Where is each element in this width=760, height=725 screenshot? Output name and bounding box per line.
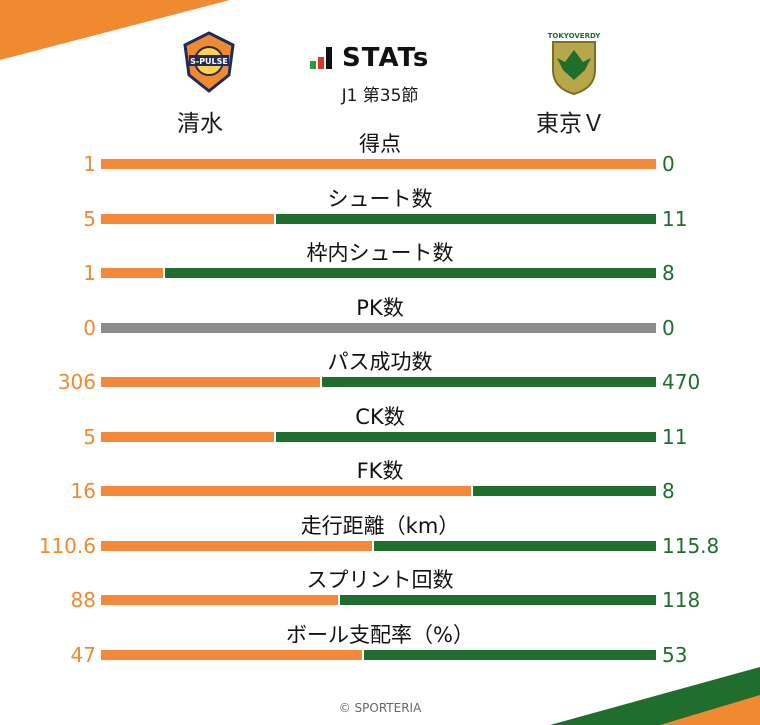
home-bar-segment	[101, 649, 362, 660]
stat-row: シュート数 5 11	[0, 179, 760, 233]
home-team-name: 清水	[177, 111, 223, 137]
home-bar-segment	[101, 431, 275, 442]
stat-label: CK数	[355, 404, 405, 429]
empty-bar-segment	[101, 322, 656, 333]
away-bar-segment	[473, 486, 656, 496]
match-round: J1 第35節	[341, 86, 419, 106]
comparison-bar	[101, 486, 656, 496]
home-bar-segment	[101, 268, 163, 278]
shimizu-crest-icon: S-PULSE	[183, 31, 235, 93]
brand-logo: STATs	[310, 43, 429, 73]
brand-name: STATs	[342, 43, 430, 73]
home-bar-segment	[101, 486, 472, 496]
stat-label: PK数	[356, 295, 404, 320]
stat-row: パス成功数 306 470	[0, 342, 760, 396]
home-value: 0	[83, 315, 96, 340]
stat-label: シュート数	[327, 186, 433, 211]
stat-label: FK数	[356, 459, 404, 483]
stat-row: CK数 5 11	[0, 397, 760, 451]
home-bar-segment	[101, 213, 275, 224]
stat-row: PK数 0 0	[0, 288, 760, 342]
away-value: 8	[662, 479, 675, 503]
away-bar-segment	[276, 213, 656, 224]
copyright: © SPORTERIA	[338, 701, 422, 715]
home-value: 110.6	[38, 533, 96, 558]
home-logo-text: S-PULSE	[190, 57, 228, 66]
away-bar-segment	[373, 540, 656, 551]
comparison-bar	[101, 268, 656, 278]
comparison-bar	[101, 159, 656, 169]
away-value: 11	[662, 206, 688, 231]
comparison-bar	[101, 322, 656, 333]
stat-row: 走行距離（km） 110.6 115.8	[0, 506, 760, 560]
home-value: 306	[57, 370, 96, 394]
away-value: 0	[662, 152, 675, 176]
away-bar-segment	[339, 595, 656, 605]
stat-label: 得点	[359, 132, 401, 156]
verdy-crest-icon: TOKYOVERDY	[548, 32, 602, 96]
away-value: 470	[662, 370, 701, 394]
home-value: 16	[70, 479, 96, 503]
home-bar-segment	[101, 540, 372, 551]
comparison-bar	[101, 431, 656, 442]
away-value: 0	[662, 315, 675, 340]
stat-label: ボール支配率（%）	[286, 622, 474, 647]
home-bar-segment	[101, 377, 320, 387]
away-value: 115.8	[662, 533, 720, 558]
away-value: 118	[662, 588, 701, 612]
stat-label: スプリント回数	[306, 568, 454, 592]
away-bar-segment	[363, 649, 656, 660]
away-value: 53	[662, 642, 688, 667]
stat-row: 得点 1 0	[0, 124, 760, 178]
bar-chart-icon	[310, 45, 336, 71]
away-value: 11	[662, 424, 688, 449]
stat-label: 枠内シュート数	[306, 241, 454, 265]
home-bar-segment	[101, 595, 338, 605]
away-team-name: 東京Ｖ	[536, 111, 605, 137]
away-bar-segment	[276, 431, 656, 442]
comparison-bar	[101, 213, 656, 224]
home-value: 5	[83, 206, 96, 231]
stat-row: 枠内シュート数 1 8	[0, 233, 760, 287]
match-header: S-PULSE TOKYOVERDY STATs J1 第35節 清水 東京Ｖ	[0, 0, 760, 140]
home-value: 5	[83, 424, 96, 449]
stat-label: パス成功数	[327, 350, 433, 374]
comparison-bar	[101, 595, 656, 605]
stat-label: 走行距離（km）	[300, 513, 460, 538]
corner-decoration-accent	[660, 695, 760, 725]
comparison-bar	[101, 540, 656, 551]
away-bar-segment	[164, 268, 656, 278]
home-value: 1	[83, 152, 96, 176]
stat-row: FK数 16 8	[0, 451, 760, 505]
home-value: 1	[83, 261, 96, 285]
away-logo-text: TOKYOVERDY	[548, 32, 602, 40]
stat-row: ボール支配率（%） 47 53	[0, 615, 760, 669]
home-value: 88	[70, 588, 96, 612]
home-value: 47	[70, 642, 96, 667]
comparison-bar	[101, 649, 656, 660]
home-bar-segment	[101, 159, 656, 169]
away-bar-segment	[321, 377, 656, 387]
away-value: 8	[662, 261, 675, 285]
comparison-bar	[101, 377, 656, 387]
stat-row: スプリント回数 88 118	[0, 560, 760, 614]
